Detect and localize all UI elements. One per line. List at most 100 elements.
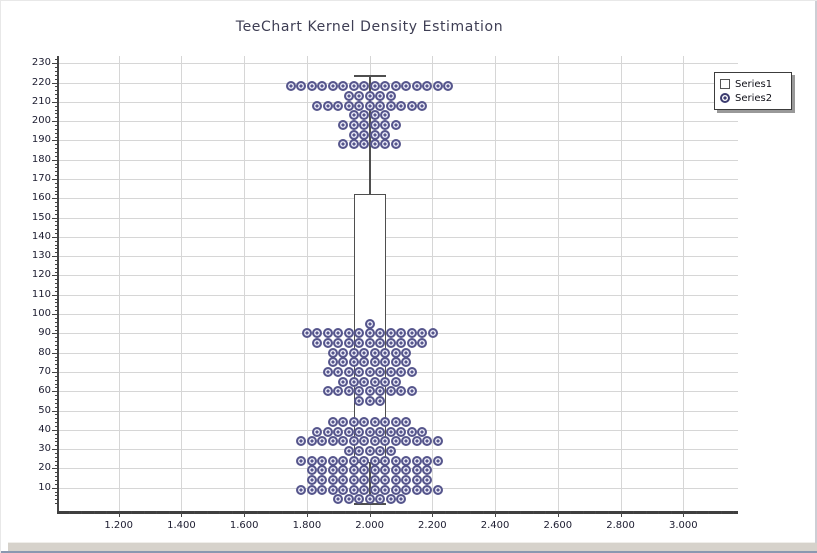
scatter-point[interactable] — [312, 328, 323, 339]
scatter-point[interactable] — [364, 91, 375, 102]
scatter-point[interactable] — [401, 81, 412, 92]
scatter-point[interactable] — [401, 357, 412, 368]
scatter-point[interactable] — [322, 366, 333, 377]
scatter-point[interactable] — [364, 328, 375, 339]
scatter-point[interactable] — [369, 474, 380, 485]
scatter-point[interactable] — [359, 81, 370, 92]
scatter-point[interactable] — [306, 484, 317, 495]
scatter-point[interactable] — [354, 386, 365, 397]
scatter-point[interactable] — [422, 81, 433, 92]
scatter-point[interactable] — [354, 426, 365, 437]
scatter-point[interactable] — [380, 139, 391, 150]
scatter-point[interactable] — [390, 474, 401, 485]
scatter-point[interactable] — [327, 357, 338, 368]
scatter-point[interactable] — [369, 120, 380, 131]
scatter-point[interactable] — [380, 81, 391, 92]
scatter-point[interactable] — [317, 484, 328, 495]
scatter-point[interactable] — [348, 436, 359, 447]
scatter-point[interactable] — [322, 426, 333, 437]
scatter-point[interactable] — [375, 338, 386, 348]
scatter-point[interactable] — [432, 436, 443, 447]
scatter-point[interactable] — [369, 436, 380, 447]
scatter-point[interactable] — [432, 455, 443, 466]
scatter-point[interactable] — [354, 328, 365, 339]
scatter-point[interactable] — [390, 465, 401, 476]
scatter-point[interactable] — [343, 328, 354, 339]
scatter-point[interactable] — [348, 455, 359, 466]
scatter-point[interactable] — [401, 417, 412, 428]
scatter-point[interactable] — [359, 129, 370, 140]
scatter-point[interactable] — [401, 436, 412, 447]
scatter-point[interactable] — [364, 446, 375, 457]
scatter-point[interactable] — [411, 455, 422, 466]
scatter-point[interactable] — [396, 426, 407, 437]
scatter-point[interactable] — [396, 366, 407, 377]
scatter-point[interactable] — [417, 338, 428, 348]
scatter-point[interactable] — [396, 328, 407, 339]
scatter-point[interactable] — [338, 484, 349, 495]
scatter-point[interactable] — [333, 328, 344, 339]
scatter-point[interactable] — [369, 465, 380, 476]
scatter-point[interactable] — [390, 120, 401, 131]
scatter-point[interactable] — [443, 81, 454, 92]
scatter-point[interactable] — [364, 386, 375, 397]
scatter-point[interactable] — [312, 338, 323, 348]
scatter-point[interactable] — [369, 81, 380, 92]
scatter-point[interactable] — [380, 357, 391, 368]
scatter-point[interactable] — [396, 494, 407, 505]
scatter-point[interactable] — [401, 455, 412, 466]
scatter-point[interactable] — [338, 347, 349, 358]
scatter-point[interactable] — [422, 474, 433, 485]
scatter-point[interactable] — [385, 494, 396, 505]
scatter-point[interactable] — [385, 386, 396, 397]
scatter-point[interactable] — [301, 328, 312, 339]
scatter-point[interactable] — [354, 91, 365, 102]
scatter-point[interactable] — [333, 338, 344, 348]
scatter-point[interactable] — [354, 338, 365, 348]
scatter-point[interactable] — [327, 474, 338, 485]
scatter-point[interactable] — [359, 455, 370, 466]
scatter-point[interactable] — [380, 120, 391, 131]
scatter-point[interactable] — [385, 338, 396, 348]
scatter-point[interactable] — [359, 120, 370, 131]
scatter-point[interactable] — [411, 484, 422, 495]
scatter-point[interactable] — [343, 386, 354, 397]
scatter-point[interactable] — [406, 386, 417, 397]
scatter-point[interactable] — [401, 474, 412, 485]
scatter-point[interactable] — [343, 494, 354, 505]
scatter-point[interactable] — [422, 465, 433, 476]
scatter-point[interactable] — [396, 100, 407, 111]
scatter-point[interactable] — [364, 426, 375, 437]
scatter-point[interactable] — [390, 484, 401, 495]
scatter-point[interactable] — [380, 347, 391, 358]
scatter-point[interactable] — [364, 366, 375, 377]
scatter-point[interactable] — [380, 474, 391, 485]
scatter-point[interactable] — [375, 328, 386, 339]
scatter-point[interactable] — [369, 484, 380, 495]
scatter-point[interactable] — [354, 366, 365, 377]
scatter-point[interactable] — [354, 100, 365, 111]
scatter-point[interactable] — [359, 110, 370, 121]
scatter-point[interactable] — [406, 338, 417, 348]
scatter-point[interactable] — [348, 120, 359, 131]
scatter-point[interactable] — [306, 436, 317, 447]
scatter-point[interactable] — [343, 91, 354, 102]
scatter-point[interactable] — [390, 347, 401, 358]
scatter-point[interactable] — [343, 426, 354, 437]
scatter-point[interactable] — [385, 366, 396, 377]
scatter-point[interactable] — [369, 455, 380, 466]
scatter-point[interactable] — [406, 100, 417, 111]
scatter-point[interactable] — [338, 357, 349, 368]
scatter-point[interactable] — [327, 436, 338, 447]
legend-item-series1[interactable]: Series1 — [720, 77, 786, 91]
scatter-point[interactable] — [375, 100, 386, 111]
scatter-point[interactable] — [327, 417, 338, 428]
scatter-point[interactable] — [375, 426, 386, 437]
scatter-point[interactable] — [348, 484, 359, 495]
scatter-point[interactable] — [380, 417, 391, 428]
scatter-point[interactable] — [364, 395, 375, 406]
scatter-point[interactable] — [327, 455, 338, 466]
scatter-point[interactable] — [327, 81, 338, 92]
scatter-point[interactable] — [338, 139, 349, 150]
scatter-point[interactable] — [411, 436, 422, 447]
